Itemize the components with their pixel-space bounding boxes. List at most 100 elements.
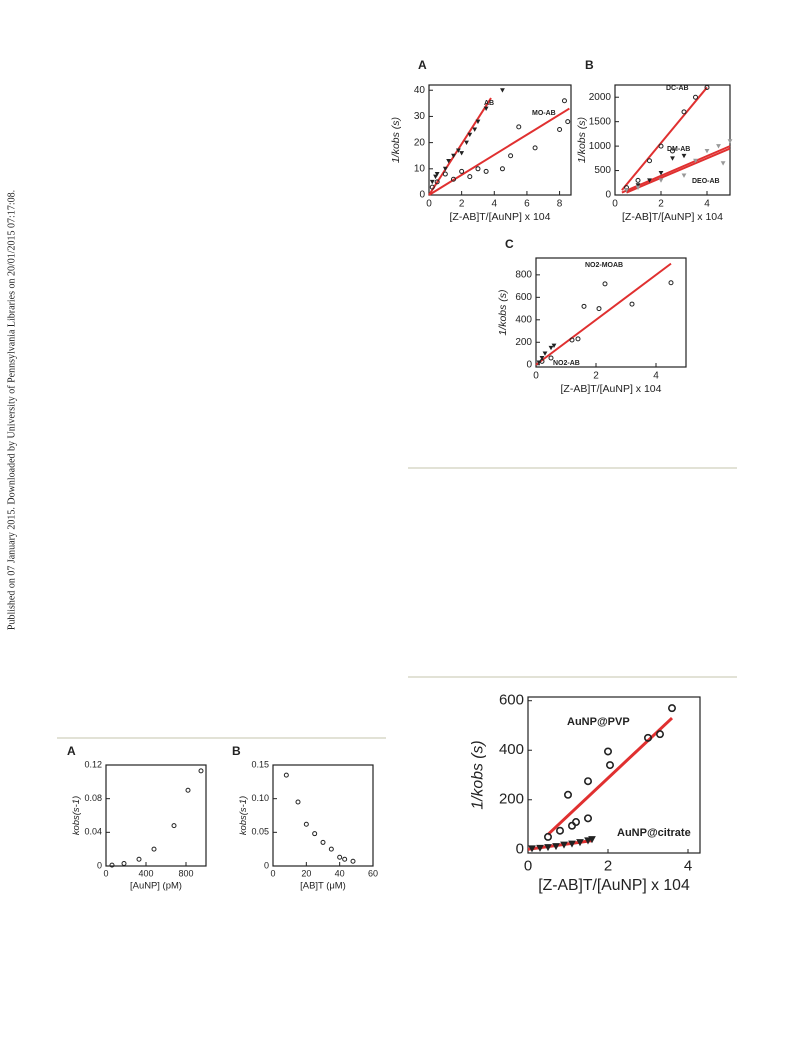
y-tick-label: 0 bbox=[516, 840, 524, 857]
y-tick-label: 0 bbox=[97, 860, 102, 870]
x-tick-label: 4 bbox=[653, 371, 659, 382]
point bbox=[624, 188, 629, 193]
point bbox=[450, 176, 456, 182]
y-tick-label: 0.08 bbox=[84, 793, 102, 803]
y-tick-label: 400 bbox=[515, 314, 532, 325]
y-axis-label: kobs(s-1) bbox=[71, 796, 82, 835]
point bbox=[109, 862, 115, 868]
x-tick-label: 4 bbox=[704, 199, 710, 210]
fit-line bbox=[535, 262, 672, 366]
point bbox=[629, 301, 635, 307]
point bbox=[658, 171, 664, 176]
point bbox=[552, 843, 560, 851]
point bbox=[464, 140, 469, 146]
point bbox=[536, 360, 542, 365]
point bbox=[171, 823, 177, 829]
point bbox=[565, 119, 571, 125]
point bbox=[693, 158, 698, 164]
point bbox=[655, 730, 664, 739]
point bbox=[536, 844, 544, 852]
fit-line bbox=[621, 145, 731, 194]
y-tick-label: 600 bbox=[515, 292, 532, 303]
point bbox=[548, 355, 554, 361]
series-label: AuNP@citrate bbox=[617, 827, 691, 839]
x-axis-label: [AuNP] (pM) bbox=[130, 880, 182, 891]
point bbox=[472, 127, 478, 132]
point bbox=[658, 143, 664, 149]
x-tick-label: 400 bbox=[138, 868, 153, 878]
point bbox=[583, 814, 592, 823]
point bbox=[185, 787, 191, 793]
fit-line bbox=[626, 147, 731, 194]
point bbox=[429, 179, 435, 185]
x-tick-label: 0 bbox=[426, 199, 432, 210]
plot-frame bbox=[535, 257, 687, 368]
point bbox=[429, 184, 435, 190]
point bbox=[434, 172, 440, 177]
point bbox=[602, 281, 608, 287]
y-axis-label: 1/kobs (s) bbox=[390, 117, 402, 163]
y-tick-label: 0 bbox=[264, 860, 269, 870]
point bbox=[596, 306, 602, 312]
point bbox=[670, 148, 675, 154]
y-tick-label: 200 bbox=[499, 791, 524, 808]
point bbox=[647, 158, 652, 164]
x-axis-label: [Z-AB]T/[AuNP] x 104 bbox=[622, 211, 723, 223]
series-label: MO-AB bbox=[532, 110, 556, 117]
x-tick-label: 800 bbox=[178, 868, 193, 878]
point bbox=[548, 345, 554, 351]
x-axis-label: [Z-AB]T/[AuNP] x 104 bbox=[561, 383, 662, 395]
y-tick-label: 0 bbox=[526, 359, 532, 370]
point bbox=[475, 119, 481, 125]
point bbox=[136, 856, 142, 862]
y-axis-label: 1/kobs (s) bbox=[576, 117, 588, 163]
point bbox=[569, 337, 575, 343]
x-tick-label: 0 bbox=[524, 857, 532, 874]
plot-frame bbox=[272, 764, 374, 867]
x-tick-label: 0 bbox=[533, 371, 539, 382]
point bbox=[328, 846, 334, 852]
point bbox=[720, 161, 726, 166]
point bbox=[581, 303, 587, 309]
point bbox=[467, 132, 473, 138]
y-axis-label: kobs(s-1) bbox=[238, 796, 249, 835]
point bbox=[151, 846, 157, 852]
point bbox=[350, 858, 356, 864]
point bbox=[635, 183, 641, 188]
point bbox=[561, 98, 567, 104]
point bbox=[670, 156, 675, 161]
series-label: DC-AB bbox=[666, 85, 689, 92]
point bbox=[283, 772, 289, 778]
point bbox=[568, 840, 576, 848]
point bbox=[727, 139, 733, 144]
y-tick-label: 0.15 bbox=[251, 759, 269, 769]
point bbox=[543, 832, 552, 841]
point bbox=[647, 178, 652, 183]
point bbox=[455, 148, 461, 153]
point bbox=[433, 174, 438, 180]
y-tick-label: 0 bbox=[605, 190, 611, 201]
point bbox=[337, 854, 343, 860]
x-tick-label: 6 bbox=[524, 199, 530, 210]
y-tick-label: 20 bbox=[414, 137, 426, 148]
point bbox=[658, 178, 664, 183]
point bbox=[603, 747, 612, 756]
point bbox=[555, 826, 564, 835]
point bbox=[499, 166, 505, 172]
panel-label: A bbox=[418, 58, 427, 72]
point bbox=[575, 336, 581, 342]
point bbox=[704, 149, 710, 154]
x-tick-label: 4 bbox=[492, 199, 498, 210]
point bbox=[693, 94, 698, 100]
y-tick-label: 1000 bbox=[589, 141, 612, 152]
series-label: AB bbox=[484, 100, 494, 107]
x-tick-label: 0 bbox=[612, 199, 618, 210]
x-tick-label: 2 bbox=[604, 857, 612, 874]
point bbox=[295, 799, 301, 805]
point bbox=[681, 109, 687, 115]
panel-label: B bbox=[585, 58, 594, 72]
fit-line bbox=[621, 86, 708, 191]
point bbox=[508, 153, 514, 159]
y-tick-label: 0.04 bbox=[84, 827, 102, 837]
x-tick-label: 2 bbox=[593, 371, 599, 382]
